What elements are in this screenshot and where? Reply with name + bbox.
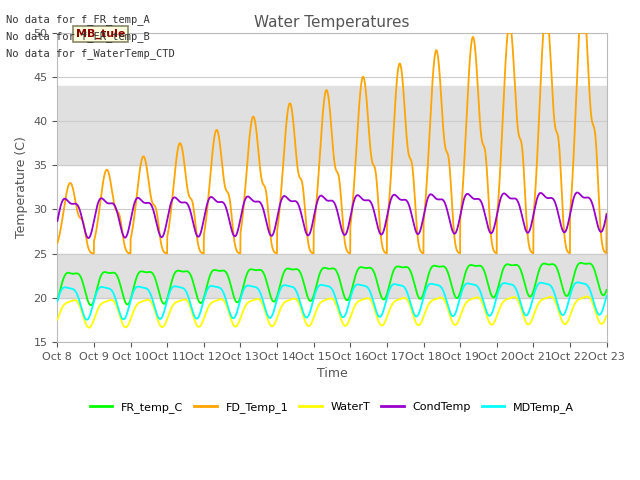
Text: No data for f_FR_temp_A: No data for f_FR_temp_A — [6, 14, 150, 25]
Title: Water Temperatures: Water Temperatures — [254, 15, 410, 30]
Legend: FR_temp_C, FD_Temp_1, WaterT, CondTemp, MDTemp_A: FR_temp_C, FD_Temp_1, WaterT, CondTemp, … — [86, 397, 579, 417]
Text: No data for f_WaterTemp_CTD: No data for f_WaterTemp_CTD — [6, 48, 175, 59]
Bar — [58, 253, 607, 298]
X-axis label: Time: Time — [317, 367, 348, 380]
Y-axis label: Temperature (C): Temperature (C) — [15, 136, 28, 238]
Bar — [58, 85, 607, 165]
Text: No data for f_FR_temp_B: No data for f_FR_temp_B — [6, 31, 150, 42]
Text: MB_tule: MB_tule — [76, 29, 125, 39]
